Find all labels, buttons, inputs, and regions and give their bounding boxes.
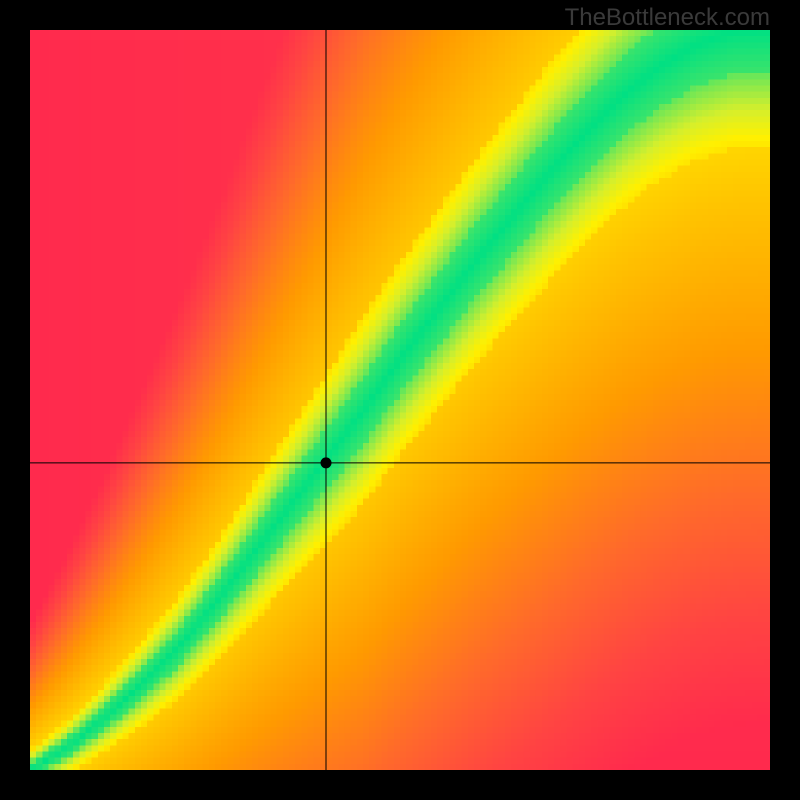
watermark-text: TheBottleneck.com [565, 4, 770, 32]
chart-root: TheBottleneck.com [0, 0, 800, 800]
bottleneck-heatmap [30, 30, 770, 770]
